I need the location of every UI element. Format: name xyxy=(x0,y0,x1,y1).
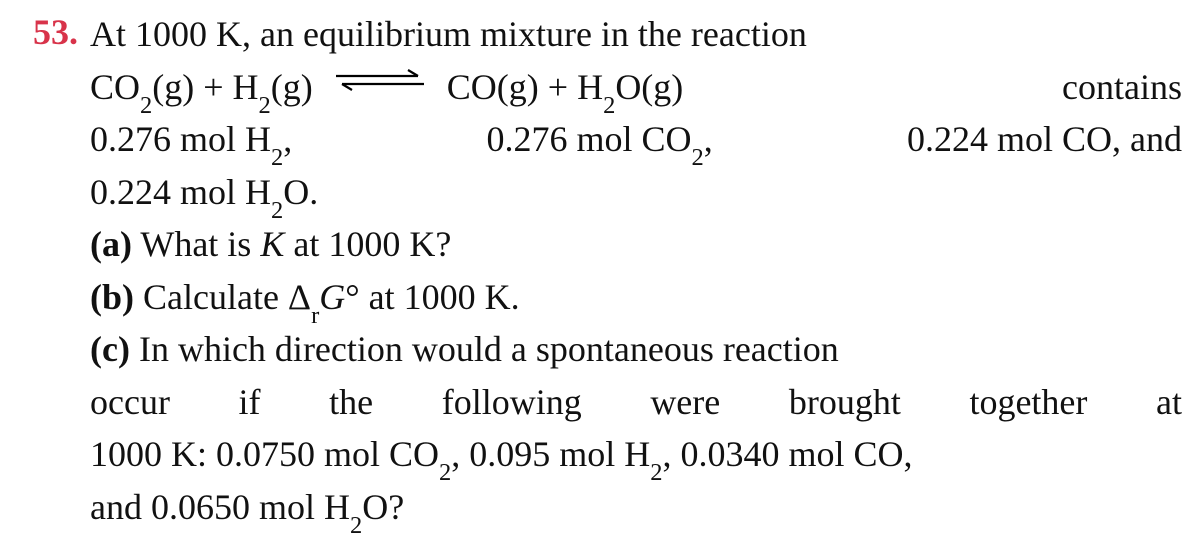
contains-word: contains xyxy=(1062,61,1182,114)
part-a-text-1: What is xyxy=(140,224,260,264)
reactant-h2: H2(g) xyxy=(233,67,313,107)
equilibrium-arrow-icon xyxy=(332,64,428,100)
part-c-line-4: and 0.0650 mol H2O? xyxy=(90,487,404,527)
amounts-line-1: 0.276 mol H2, 0.276 mol CO2, 0.224 mol C… xyxy=(90,113,1182,166)
problem-body: At 1000 K, an equilibrium mixture in the… xyxy=(90,8,1182,533)
part-a: (a) What is K at 1000 K? xyxy=(90,224,451,264)
reactant-co2: CO2(g) xyxy=(90,67,194,107)
part-c-line-1: (c) In which direction would a spontaneo… xyxy=(90,323,1182,376)
part-c-label: (c) xyxy=(90,329,130,369)
problem-number: 53. xyxy=(0,8,90,533)
plus-2: + xyxy=(548,67,577,107)
part-b: (b) Calculate ΔrG° at 1000 K. xyxy=(90,277,520,317)
part-b-G: G xyxy=(319,277,345,317)
part-a-text-2: at 1000 K? xyxy=(284,224,451,264)
part-c-line-3: 1000 K: 0.0750 mol CO2, 0.095 mol H2, 0.… xyxy=(90,428,1182,481)
equation-line: CO2(g) + H2(g) CO(g) + H2O(g) contains xyxy=(90,61,1182,114)
part-b-text-1: Calculate Δ xyxy=(143,277,311,317)
part-b-sub: r xyxy=(311,302,319,329)
plus-1: + xyxy=(203,67,232,107)
equation: CO2(g) + H2(g) CO(g) + H2O(g) xyxy=(90,61,683,114)
part-a-K: K xyxy=(260,224,284,264)
part-c-line-2: occurifthefollowingwerebroughttogetherat xyxy=(90,376,1182,429)
part-b-deg: ° xyxy=(345,277,359,317)
part-b-text-2: at 1000 K. xyxy=(360,277,520,317)
product-co: CO(g) xyxy=(447,67,539,107)
product-h2o: H2O(g) xyxy=(577,67,683,107)
part-b-label: (b) xyxy=(90,277,134,317)
problem-53: 53. At 1000 K, an equilibrium mixture in… xyxy=(0,0,1200,533)
amounts-line-2: 0.224 mol H2O. xyxy=(90,172,318,212)
part-a-label: (a) xyxy=(90,224,132,264)
intro-text: At 1000 K, an equilibrium mixture in the… xyxy=(90,14,807,54)
